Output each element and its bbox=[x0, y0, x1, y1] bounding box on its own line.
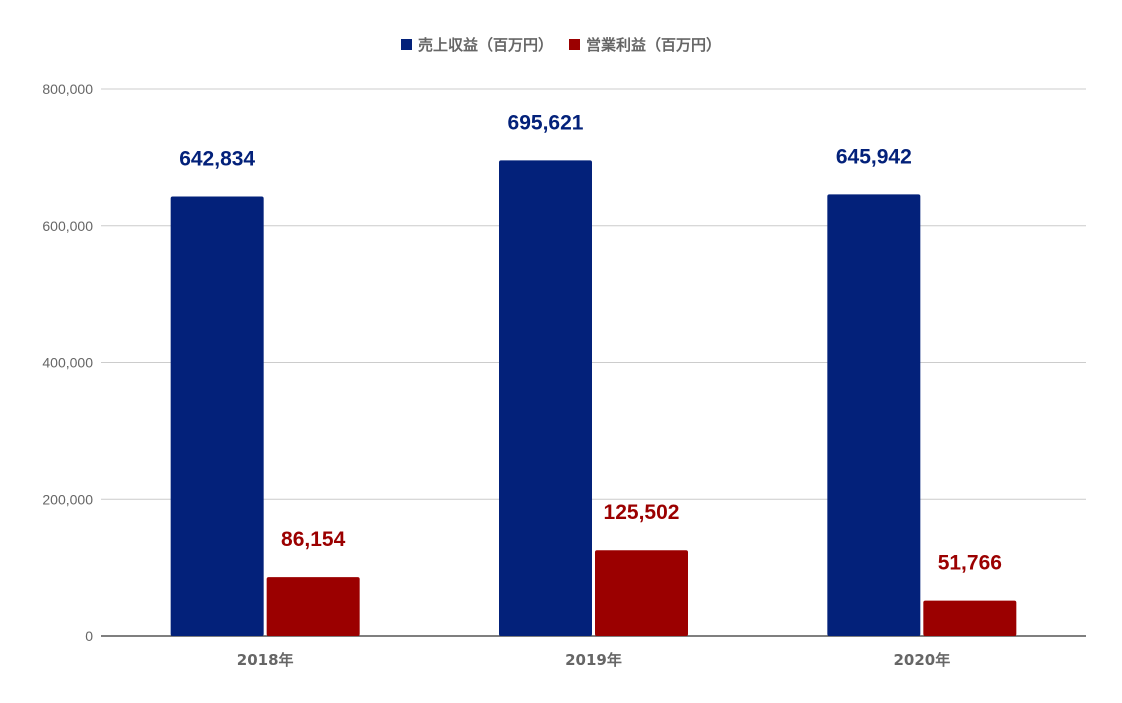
bar-operating-profit-0[interactable] bbox=[266, 577, 360, 636]
legend-label-revenue: 売上収益（百万円） bbox=[417, 36, 553, 54]
legend-label-operating-profit: 営業利益（百万円） bbox=[586, 36, 722, 54]
legend: 売上収益（百万円） 営業利益（百万円） bbox=[0, 34, 1122, 55]
y-tick-label: 200,000 bbox=[42, 491, 93, 507]
y-tick-label: 800,000 bbox=[42, 81, 93, 97]
data-label: 125,502 bbox=[604, 501, 680, 524]
bar-operating-profit-2[interactable] bbox=[923, 600, 1017, 636]
bar-revenue-1[interactable] bbox=[499, 160, 592, 636]
bar-revenue-2[interactable] bbox=[827, 194, 921, 636]
data-label: 86,154 bbox=[281, 528, 346, 551]
legend-item-revenue[interactable]: 売上収益（百万円） bbox=[400, 34, 553, 55]
data-label: 645,942 bbox=[836, 145, 912, 168]
y-tick-label: 600,000 bbox=[42, 218, 93, 234]
legend-swatch-operating-profit bbox=[569, 39, 580, 50]
data-label: 642,834 bbox=[179, 147, 255, 170]
x-category-label: 2020年 bbox=[893, 651, 950, 669]
x-category-label: 2019年 bbox=[565, 651, 622, 669]
legend-swatch-revenue bbox=[400, 39, 412, 50]
data-label: 51,766 bbox=[938, 552, 1002, 575]
legend-item-operating-profit[interactable]: 営業利益（百万円） bbox=[569, 34, 721, 55]
x-category-label: 2018年 bbox=[237, 651, 294, 669]
y-tick-label: 400,000 bbox=[42, 355, 93, 371]
y-tick-label: 0 bbox=[85, 628, 93, 644]
bar-revenue-0[interactable] bbox=[170, 196, 264, 636]
data-label: 695,621 bbox=[508, 111, 584, 134]
bar-operating-profit-1[interactable] bbox=[595, 550, 688, 636]
